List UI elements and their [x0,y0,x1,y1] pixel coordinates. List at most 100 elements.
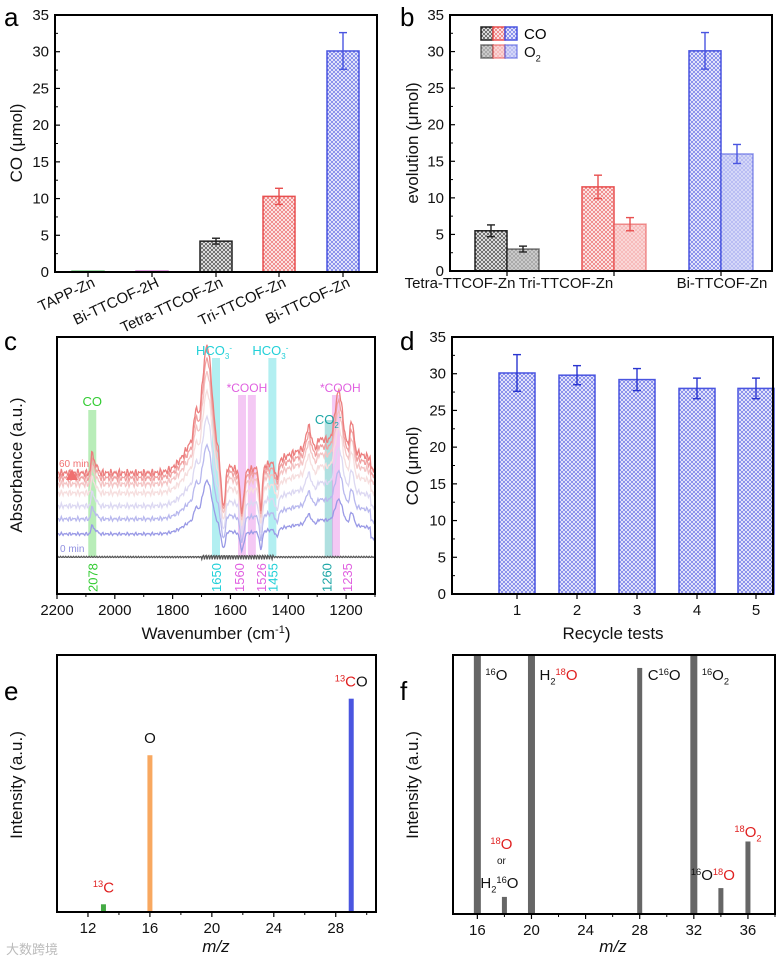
legend-swatch-co-hatch [493,27,505,40]
y-tick-label: 10 [427,190,444,207]
x-tick-label: 2 [573,602,581,619]
x-tick-label: 1 [513,602,521,619]
watermark: 大数跨境 [6,942,58,957]
y-tick-label: 5 [41,227,49,244]
subscript: 3 [281,352,286,361]
band-wavenumber-label: 1560 [232,563,247,592]
legend-swatch-o2-hatch [505,45,517,58]
panel-letter: e [4,676,18,706]
band-1235 [331,395,340,557]
x-tick-label: 24 [577,922,594,939]
x-tick-label: Tri-TTCOF-Zn [519,275,613,292]
legend-label-o2: O2 [524,44,541,64]
label-text: O [701,867,713,884]
band-wavenumber-label: 1650 [209,563,224,592]
spectrum-curve [56,357,376,517]
x-axis-label: m/z [599,937,627,956]
panel-d-recycle-chart: 1 2 3 4 5 0 5 10 15 20 25 30 35 Recycle tests CO (μmol… [400,326,775,643]
panel-letter: b [400,2,414,32]
species-label-co: CO [83,394,103,409]
peak-bar-mz-34 [718,888,724,914]
time-start-label: 0 min [60,544,84,555]
y-tick-label: 30 [429,366,446,383]
y-tick-label: 0 [438,586,446,603]
spectrum-curve [56,442,376,543]
subscript: 2 [334,421,339,430]
peak-label-16o18o: 16O18O [691,867,735,884]
band-wavenumber-label: 2078 [85,563,100,592]
band-1455 [268,358,277,557]
y-tick-label: 15 [32,154,49,171]
peak-bar-mz-28 [637,667,643,914]
band-wavenumber-label: 1260 [320,563,335,592]
bar-recycle-3-hatch [619,379,655,594]
superscript: 18 [713,867,723,877]
x-axis-label: Recycle tests [562,624,663,643]
subscript: 3 [225,352,230,361]
spectrum-curve [56,414,376,535]
peak-bar-mz-32 [690,655,698,914]
label-text: HCO [196,343,225,358]
plot-frame [452,654,776,915]
x-tick-label: 5 [752,602,760,619]
bar-co-hatch [689,50,721,272]
peak-label-18o: 18O [490,836,512,853]
peak-label-16o: 16O [485,667,507,684]
y-tick-label: 30 [32,44,49,61]
x-tick-label: 20 [204,920,221,937]
label-text: C [648,667,659,684]
bar-tri-ttcof-zn-hatch [263,196,295,272]
peak-bar-mz-36 [745,841,751,914]
peak-label-mz-13: 13C [93,879,114,896]
spectrum-curve [56,371,376,521]
y-tick-label: 25 [427,80,444,97]
bar-o2-hatch [507,249,539,271]
x-tick-label: 16 [469,922,486,939]
peak-bar-mz-18 [501,896,507,914]
label-text: O [507,875,519,892]
peak-label-16o2: 16O2 [702,667,729,687]
plot-frame [56,336,376,595]
y-tick-label: 5 [436,226,444,243]
superscript: 13 [93,879,103,889]
peak-bar-mz-20 [527,655,535,914]
peak-label-mz-16: O [144,730,156,747]
label-text: C [345,674,356,691]
y-tick-label: 10 [32,191,49,208]
x-tick-label: 24 [265,920,282,937]
x-tick-label: 28 [631,922,648,939]
spectrum-curve [56,478,375,554]
label-text: O [566,667,578,684]
subscript: 2 [491,885,496,895]
superscript: 18 [555,667,565,677]
superscript: - [229,343,232,352]
y-tick-label: 25 [32,80,49,97]
legend-swatch-o2-hatch [481,45,493,58]
x-tick-label: 3 [633,602,641,619]
x-tick-label: 36 [740,922,757,939]
y-tick-label: 15 [427,153,444,170]
peak-label-c16o: C16O [648,667,681,684]
y-tick-label: 10 [429,513,446,530]
x-tick-label: 1800 [156,602,189,619]
peak-label-18o2: 18O2 [734,824,761,844]
superscript: -1 [275,624,285,636]
x-tick-label: 28 [327,920,344,937]
reference-spectrum [56,553,375,562]
bar-tetra-ttcof-zn-hatch [200,241,232,272]
bar-recycle-5-hatch [738,388,774,594]
bar-co-hatch [582,186,614,271]
y-axis-label: Intensity (a.u.) [403,731,422,839]
peak-label-h2-18o: H218O [539,667,577,687]
superscript: - [286,343,289,352]
peak-bar-mz-16 [147,755,153,912]
bar-co-hatch [475,230,507,271]
x-tick-label: 1200 [329,602,362,619]
superscript: 16 [702,667,712,677]
y-tick-label: 20 [32,117,49,134]
label-text: ) [285,624,291,643]
y-axis-label: Absorbance (a.u.) [7,397,26,532]
superscript: 16 [496,875,506,885]
